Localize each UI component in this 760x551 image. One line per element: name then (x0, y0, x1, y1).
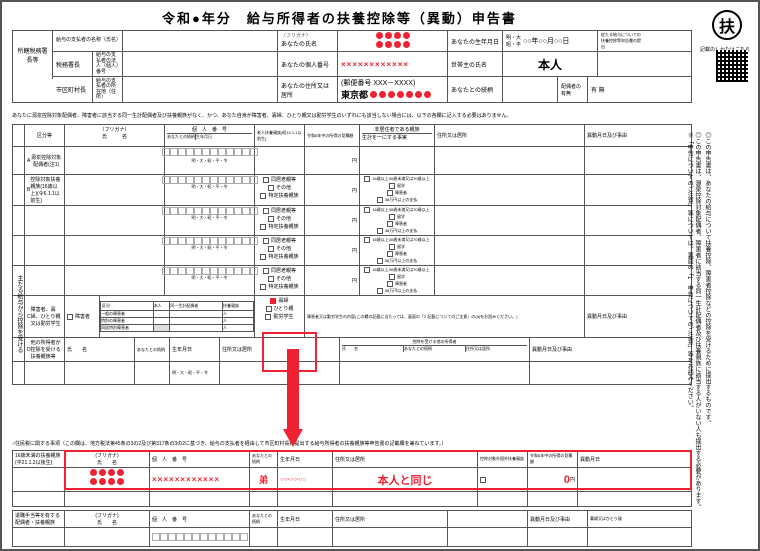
shogai-grid[interactable]: 区分本人同一生計配偶者扶養親族 一般の障害者人 特別の障害者人 同居特別障害者人 (100, 296, 255, 337)
nonres-col: 非居住者である親族 (375, 126, 420, 133)
postal-value: (郵便番号 XXX－XXXX) (341, 78, 415, 88)
vertical-note-2: ◎この申告書は、源泉控除対象配偶者、障害者に該当する同一生計配偶者及び扶養親族に… (684, 132, 700, 512)
furigana-col: （フリガナ） (99, 126, 129, 133)
bottom-note: ○住民税に関する事項（この欄は、地方税法第45条の3の2及び第317条の3の2に… (12, 440, 447, 447)
head-value[interactable]: 本人 (503, 52, 598, 76)
c-note: 障害者又は勤労学生の内容(この欄の記載に当たっては、裏面の「2 記載についてのご… (305, 296, 585, 337)
spouse-label: 配偶者の有無 (558, 77, 588, 102)
name-col: 氏 名 (102, 133, 127, 140)
a-label: A 源泉控除対象配偶者(注1) (25, 147, 65, 174)
addr-col: 住所又は居所 (435, 125, 585, 146)
payer-corp-value[interactable] (123, 52, 278, 76)
b1-number[interactable]: 明・大・昭・平・令 (165, 175, 255, 205)
s16-label: 16歳未満の扶養親族(平21.1.2以後生) (13, 451, 65, 467)
your-name-label: あなたの氏名 (281, 39, 317, 48)
b1-nonres[interactable]: 16歳以上30歳未満又は70歳以上 留学 障害者 38万円以上の支払 (360, 175, 435, 205)
payer-corp-label: 給与の支払者の法人（個人）番号 (93, 52, 123, 76)
d-name-col: 氏 名 (65, 338, 135, 361)
number-col: 個 人 番 号 (192, 126, 227, 133)
fu-circle-icon: 扶 (712, 10, 742, 40)
c-change: 異動月日及び事由 (585, 296, 645, 337)
d-change-col: 異動月日及び事由 (530, 338, 590, 361)
declaration-form: 令和●年分 給与所得者の扶養控除等（異動）申告書 扶 記載のしかたはこちら 所轄… (0, 0, 760, 551)
right-note: 従たる給与についての扶養控除等申告書の提出 (598, 31, 646, 51)
section-taishoku: 退職手当等を有する配偶者・扶養親族 (フリガナ)氏 名 個 人 番 号 あなたと… (12, 510, 692, 547)
shogai-label[interactable]: 障害者 (65, 296, 100, 337)
relation-col: あなたとの続柄 (167, 134, 196, 140)
qr-code-icon (716, 50, 748, 82)
rouhin-col: 老人扶養親族(昭14.1.1以前生) (255, 125, 305, 146)
payer-addr-value[interactable] (123, 77, 278, 102)
tax-office-label: 所轄税務署長等 (13, 31, 53, 79)
red-highlight-16 (64, 450, 692, 490)
tokyo-value: 東京都 (341, 88, 431, 101)
your-addr-label: あなたの住所又は居所 (278, 77, 338, 102)
main-table: 区分等 （フリガナ） 氏 名 個 人 番 号 あなたとの続柄 生年月日 老人扶養… (12, 124, 692, 385)
c-checks[interactable]: 寡婦 ひとり親 勤労学生 (255, 296, 305, 337)
a-name[interactable] (65, 147, 165, 174)
form-title: 令和●年分 給与所得者の扶養控除等（異動）申告書 (162, 8, 517, 27)
fact-col: 生計を一にする事実 (362, 133, 432, 141)
b1-type[interactable]: 同居老親等 その他 特定扶養親族 (255, 175, 305, 205)
instruction-line: あなたに源泉控除対象配偶者、障害者に該当する同一生計配偶者及び扶養親族がなく、か… (12, 112, 512, 119)
your-name-value[interactable] (338, 31, 448, 51)
d-label: D 他の所得者が控除を受ける扶養親族等 (25, 338, 65, 361)
your-number-value[interactable]: ×××××××××××× (338, 52, 448, 76)
taishoku-label: 退職手当等を有する配偶者・扶養親族 (13, 511, 65, 527)
kubun-label: 区分等 (25, 125, 65, 146)
birth-value[interactable]: 明・大昭・平 ○○年○○月○○日 (503, 31, 598, 51)
birth-col: 生年月日 (196, 134, 252, 140)
red-arrow-icon (285, 349, 301, 449)
d-rel-col: あなたとの続柄 (135, 338, 170, 361)
a-change[interactable] (585, 147, 645, 174)
a-addr[interactable] (435, 147, 585, 174)
payer-addr-label: 給与の支払者の所在地（住所） (93, 77, 123, 102)
name-dots-2 (376, 41, 410, 48)
header-section: 所轄税務署長等 給与の支払者の名称（氏名） （フリガナ） あなたの氏名 あなたの… (12, 30, 692, 103)
d-kojo-col: 控除を受ける他の所得者 氏 名 あなたとの続柄 住所又は居所 (340, 338, 530, 361)
a-number[interactable]: 明・大・昭・平・令 (165, 147, 255, 174)
relation-value[interactable] (503, 77, 558, 102)
side-label: 主たる給与から控除を受ける (15, 275, 24, 455)
d-birth-col: 生年月日 (170, 338, 220, 361)
your-addr-value[interactable]: (郵便番号 XXX－XXXX) 東京都 (338, 77, 448, 102)
your-number-label: あなたの個人番号 (278, 52, 338, 76)
birth-label: あなたの生年月日 (448, 31, 503, 51)
b1-name[interactable] (65, 175, 165, 205)
name-dots (376, 32, 410, 39)
change-col: 異動月日及び事由 (585, 125, 645, 146)
payer-name-value[interactable] (123, 31, 278, 51)
b-label: B 控除対象扶養親族(16歳以上)(令6.1.1以前生) (25, 175, 65, 205)
vertical-note-1: ◎この申告書は、あなたの給与について扶養控除、障害者控除などの控除を受けるために… (702, 132, 710, 512)
payer-name-label: 給与の支払者の名称（氏名） (53, 31, 123, 51)
zeimu-label: 税務署長 (53, 52, 93, 76)
estimate-col: 令和6年中の所得の見積額 (305, 125, 360, 146)
city-label: 市区町村長 (53, 77, 93, 102)
c-label: C 障害者、寡婦、ひとり親又は勤労学生 (25, 296, 65, 337)
furigana-label: （フリガナ） (281, 32, 311, 39)
a-estimate[interactable]: 円 (305, 147, 360, 174)
relation-label: あなたとの続柄 (448, 77, 503, 102)
spouse-value[interactable]: 有 無 (588, 77, 646, 102)
head-label: 世帯主の氏名 (448, 52, 503, 76)
